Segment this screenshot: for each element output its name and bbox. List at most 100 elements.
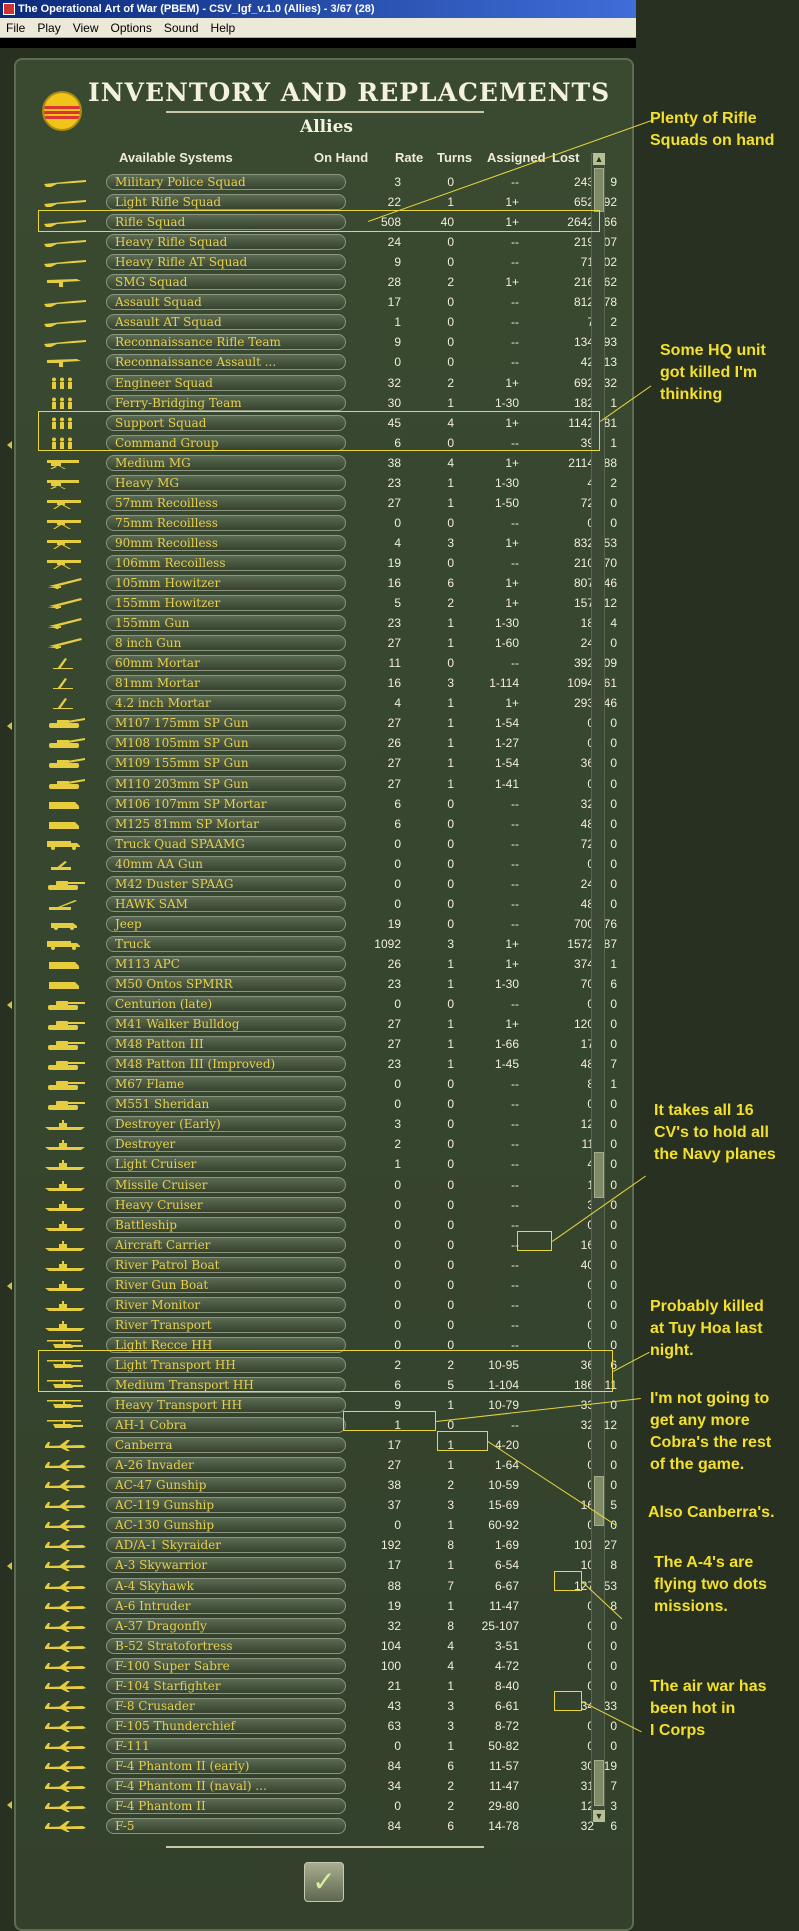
inventory-row[interactable]: M48 Patton III (Improved) 23 1 1-45 48 7 [38, 1054, 617, 1074]
system-name-button[interactable]: M48 Patton III (Improved) [106, 1056, 346, 1073]
system-name-button[interactable]: M107 175mm SP Gun [106, 715, 346, 732]
inventory-row[interactable]: River Gun Boat 0 0 -- 0 0 [38, 1275, 617, 1295]
inventory-row[interactable]: SMG Squad 28 2 1+ 216 62 [38, 272, 617, 292]
system-name-button[interactable]: M125 81mm SP Mortar [106, 815, 346, 832]
system-name-button[interactable]: F-104 Starfighter [106, 1677, 346, 1694]
system-name-button[interactable]: F-4 Phantom II (naval) ... [106, 1778, 346, 1794]
scrollbar-thumb-tertiary[interactable] [594, 1476, 604, 1526]
inventory-row[interactable]: M551 Sheridan 0 0 -- 0 0 [38, 1094, 617, 1114]
inventory-row[interactable]: M48 Patton III 27 1 1-66 17 0 [38, 1034, 617, 1054]
system-name-button[interactable]: B-52 Stratofortress [106, 1637, 346, 1654]
inventory-row[interactable]: Truck Quad SPAAMG 0 0 -- 72 0 [38, 834, 617, 854]
system-name-button[interactable]: Heavy Rifle Squad [106, 234, 346, 251]
inventory-row[interactable]: M110 203mm SP Gun 27 1 1-41 0 0 [38, 774, 617, 794]
inventory-row[interactable]: M108 105mm SP Gun 26 1 1-27 0 0 [38, 733, 617, 753]
inventory-row[interactable]: F-4 Phantom II (early) 84 6 11-57 30 19 [38, 1756, 617, 1776]
inventory-row[interactable]: Centurion (late) 0 0 -- 0 0 [38, 994, 617, 1014]
system-name-button[interactable]: A-4 Skyhawk [106, 1577, 346, 1594]
inventory-row[interactable]: M41 Walker Bulldog 27 1 1+ 120 0 [38, 1014, 617, 1034]
menu-options[interactable]: Options [110, 21, 152, 35]
inventory-row[interactable]: A-6 Intruder 19 1 11-47 0 8 [38, 1596, 617, 1616]
system-name-button[interactable]: Battleship [106, 1216, 346, 1233]
scrollbar-thumb-lower[interactable] [594, 1760, 604, 1806]
inventory-row[interactable]: Ferry-Bridging Team 30 1 1-30 182 1 [38, 393, 617, 413]
system-name-button[interactable]: Ferry-Bridging Team [106, 394, 346, 411]
system-name-button[interactable]: M42 Duster SPAAG [106, 875, 346, 892]
system-name-button[interactable]: Truck [106, 935, 346, 952]
inventory-row[interactable]: F-100 Super Sabre 100 4 4-72 0 0 [38, 1656, 617, 1676]
system-name-button[interactable]: 155mm Gun [106, 615, 346, 632]
inventory-row[interactable]: M50 Ontos SPMRR 23 1 1-30 70 6 [38, 974, 617, 994]
inventory-row[interactable]: Medium Transport HH 6 5 1-104 186 11 [38, 1375, 617, 1395]
inventory-row[interactable]: Assault Squad 17 0 -- 812 78 [38, 292, 617, 312]
menu-help[interactable]: Help [210, 21, 236, 35]
system-name-button[interactable]: River Transport [106, 1316, 346, 1333]
system-name-button[interactable]: Heavy MG [106, 474, 346, 491]
system-name-button[interactable]: F-4 Phantom II (early) [106, 1757, 346, 1774]
inventory-row[interactable]: M107 175mm SP Gun 27 1 1-54 0 0 [38, 713, 617, 733]
inventory-row[interactable]: Rifle Squad 508 40 1+ 2642 666 [38, 212, 617, 232]
inventory-row[interactable]: Engineer Squad 32 2 1+ 692 32 [38, 373, 617, 393]
system-name-button[interactable]: 60mm Mortar [106, 655, 346, 672]
inventory-row[interactable]: F-104 Starfighter 21 1 8-40 0 0 [38, 1676, 617, 1696]
inventory-row[interactable]: A-26 Invader 27 1 1-64 0 0 [38, 1455, 617, 1475]
inventory-row[interactable]: Aircraft Carrier 0 0 -- 16 0 [38, 1235, 617, 1255]
system-name-button[interactable]: A-26 Invader [106, 1457, 346, 1474]
system-name-button[interactable]: Heavy Transport HH [106, 1397, 346, 1414]
system-name-button[interactable]: M113 APC [106, 955, 346, 972]
menu-play[interactable]: Play [37, 21, 61, 35]
inventory-row[interactable]: Military Police Squad 3 0 -- 243 9 [38, 172, 617, 192]
system-name-button[interactable]: AD/A-1 Skyraider [106, 1537, 346, 1554]
inventory-row[interactable]: 155mm Howitzer 5 2 1+ 157 12 [38, 593, 617, 613]
inventory-row[interactable]: F-4 Phantom II 0 2 29-80 12 3 [38, 1796, 617, 1816]
system-name-button[interactable]: Light Recce HH [106, 1336, 346, 1353]
inventory-row[interactable]: Support Squad 45 4 1+ 1142 81 [38, 413, 617, 433]
inventory-row[interactable]: Light Transport HH 2 2 10-95 36 6 [38, 1355, 617, 1375]
inventory-row[interactable]: 8 inch Gun 27 1 1-60 24 0 [38, 633, 617, 653]
inventory-row[interactable]: Destroyer 2 0 -- 11 0 [38, 1134, 617, 1154]
inventory-row[interactable]: Heavy Cruiser 0 0 -- 3 0 [38, 1195, 617, 1215]
inventory-row[interactable]: M125 81mm SP Mortar 6 0 -- 48 0 [38, 814, 617, 834]
inventory-row[interactable]: Heavy Rifle Squad 24 0 -- 219 307 [38, 232, 617, 252]
inventory-row[interactable]: AC-47 Gunship 38 2 10-59 0 0 [38, 1475, 617, 1495]
system-name-button[interactable]: A-3 Skywarrior [106, 1557, 346, 1574]
inventory-row[interactable]: A-3 Skywarrior 17 1 6-54 10 8 [38, 1555, 617, 1575]
scrollbar-track[interactable] [591, 153, 605, 1821]
system-name-button[interactable]: F-100 Super Sabre [106, 1657, 346, 1674]
system-name-button[interactable]: Centurion (late) [106, 996, 346, 1013]
inventory-row[interactable]: Heavy Rifle AT Squad 9 0 -- 71 102 [38, 252, 617, 272]
menu-file[interactable]: File [6, 21, 26, 35]
system-name-button[interactable]: 57mm Recoilless [106, 494, 346, 511]
ok-button[interactable]: ✓ [304, 1862, 344, 1902]
system-name-button[interactable]: F-111 [106, 1737, 346, 1754]
system-name-button[interactable]: F-8 Crusader [106, 1697, 346, 1714]
system-name-button[interactable]: 8 inch Gun [106, 635, 346, 652]
inventory-row[interactable]: River Monitor 0 0 -- 0 0 [38, 1295, 617, 1315]
system-name-button[interactable]: Assault Squad [106, 294, 346, 311]
system-name-button[interactable]: Medium MG [106, 454, 346, 471]
system-name-button[interactable]: Command Group [106, 434, 346, 451]
system-name-button[interactable]: Assault AT Squad [106, 314, 346, 331]
system-name-button[interactable]: M48 Patton III [106, 1036, 346, 1053]
system-name-button[interactable]: River Monitor [106, 1296, 346, 1313]
system-name-button[interactable]: Heavy Rifle AT Squad [106, 254, 346, 271]
system-name-button[interactable]: Rifle Squad [106, 214, 346, 231]
system-name-button[interactable]: A-6 Intruder [106, 1597, 346, 1614]
inventory-row[interactable]: 155mm Gun 23 1 1-30 18 4 [38, 613, 617, 633]
system-name-button[interactable]: Destroyer [106, 1136, 346, 1153]
system-name-button[interactable]: 75mm Recoilless [106, 514, 346, 531]
inventory-row[interactable]: River Patrol Boat 0 0 -- 40 0 [38, 1255, 617, 1275]
system-name-button[interactable]: Jeep [106, 915, 346, 932]
system-name-button[interactable]: 81mm Mortar [106, 675, 346, 692]
system-name-button[interactable]: Destroyer (Early) [106, 1116, 346, 1133]
inventory-row[interactable]: River Transport 0 0 -- 0 0 [38, 1315, 617, 1335]
system-name-button[interactable]: 90mm Recoilless [106, 534, 346, 551]
inventory-row[interactable]: Destroyer (Early) 3 0 -- 12 0 [38, 1114, 617, 1134]
inventory-row[interactable]: Jeep 19 0 -- 700 276 [38, 914, 617, 934]
menu-sound[interactable]: Sound [163, 21, 199, 35]
inventory-row[interactable]: Command Group 6 0 -- 39 1 [38, 433, 617, 453]
inventory-row[interactable]: Assault AT Squad 1 0 -- 7 2 [38, 312, 617, 332]
inventory-row[interactable]: Light Recce HH 0 0 -- 0 0 [38, 1335, 617, 1355]
system-name-button[interactable]: SMG Squad [106, 274, 346, 291]
system-name-button[interactable]: M108 105mm SP Gun [106, 735, 346, 752]
